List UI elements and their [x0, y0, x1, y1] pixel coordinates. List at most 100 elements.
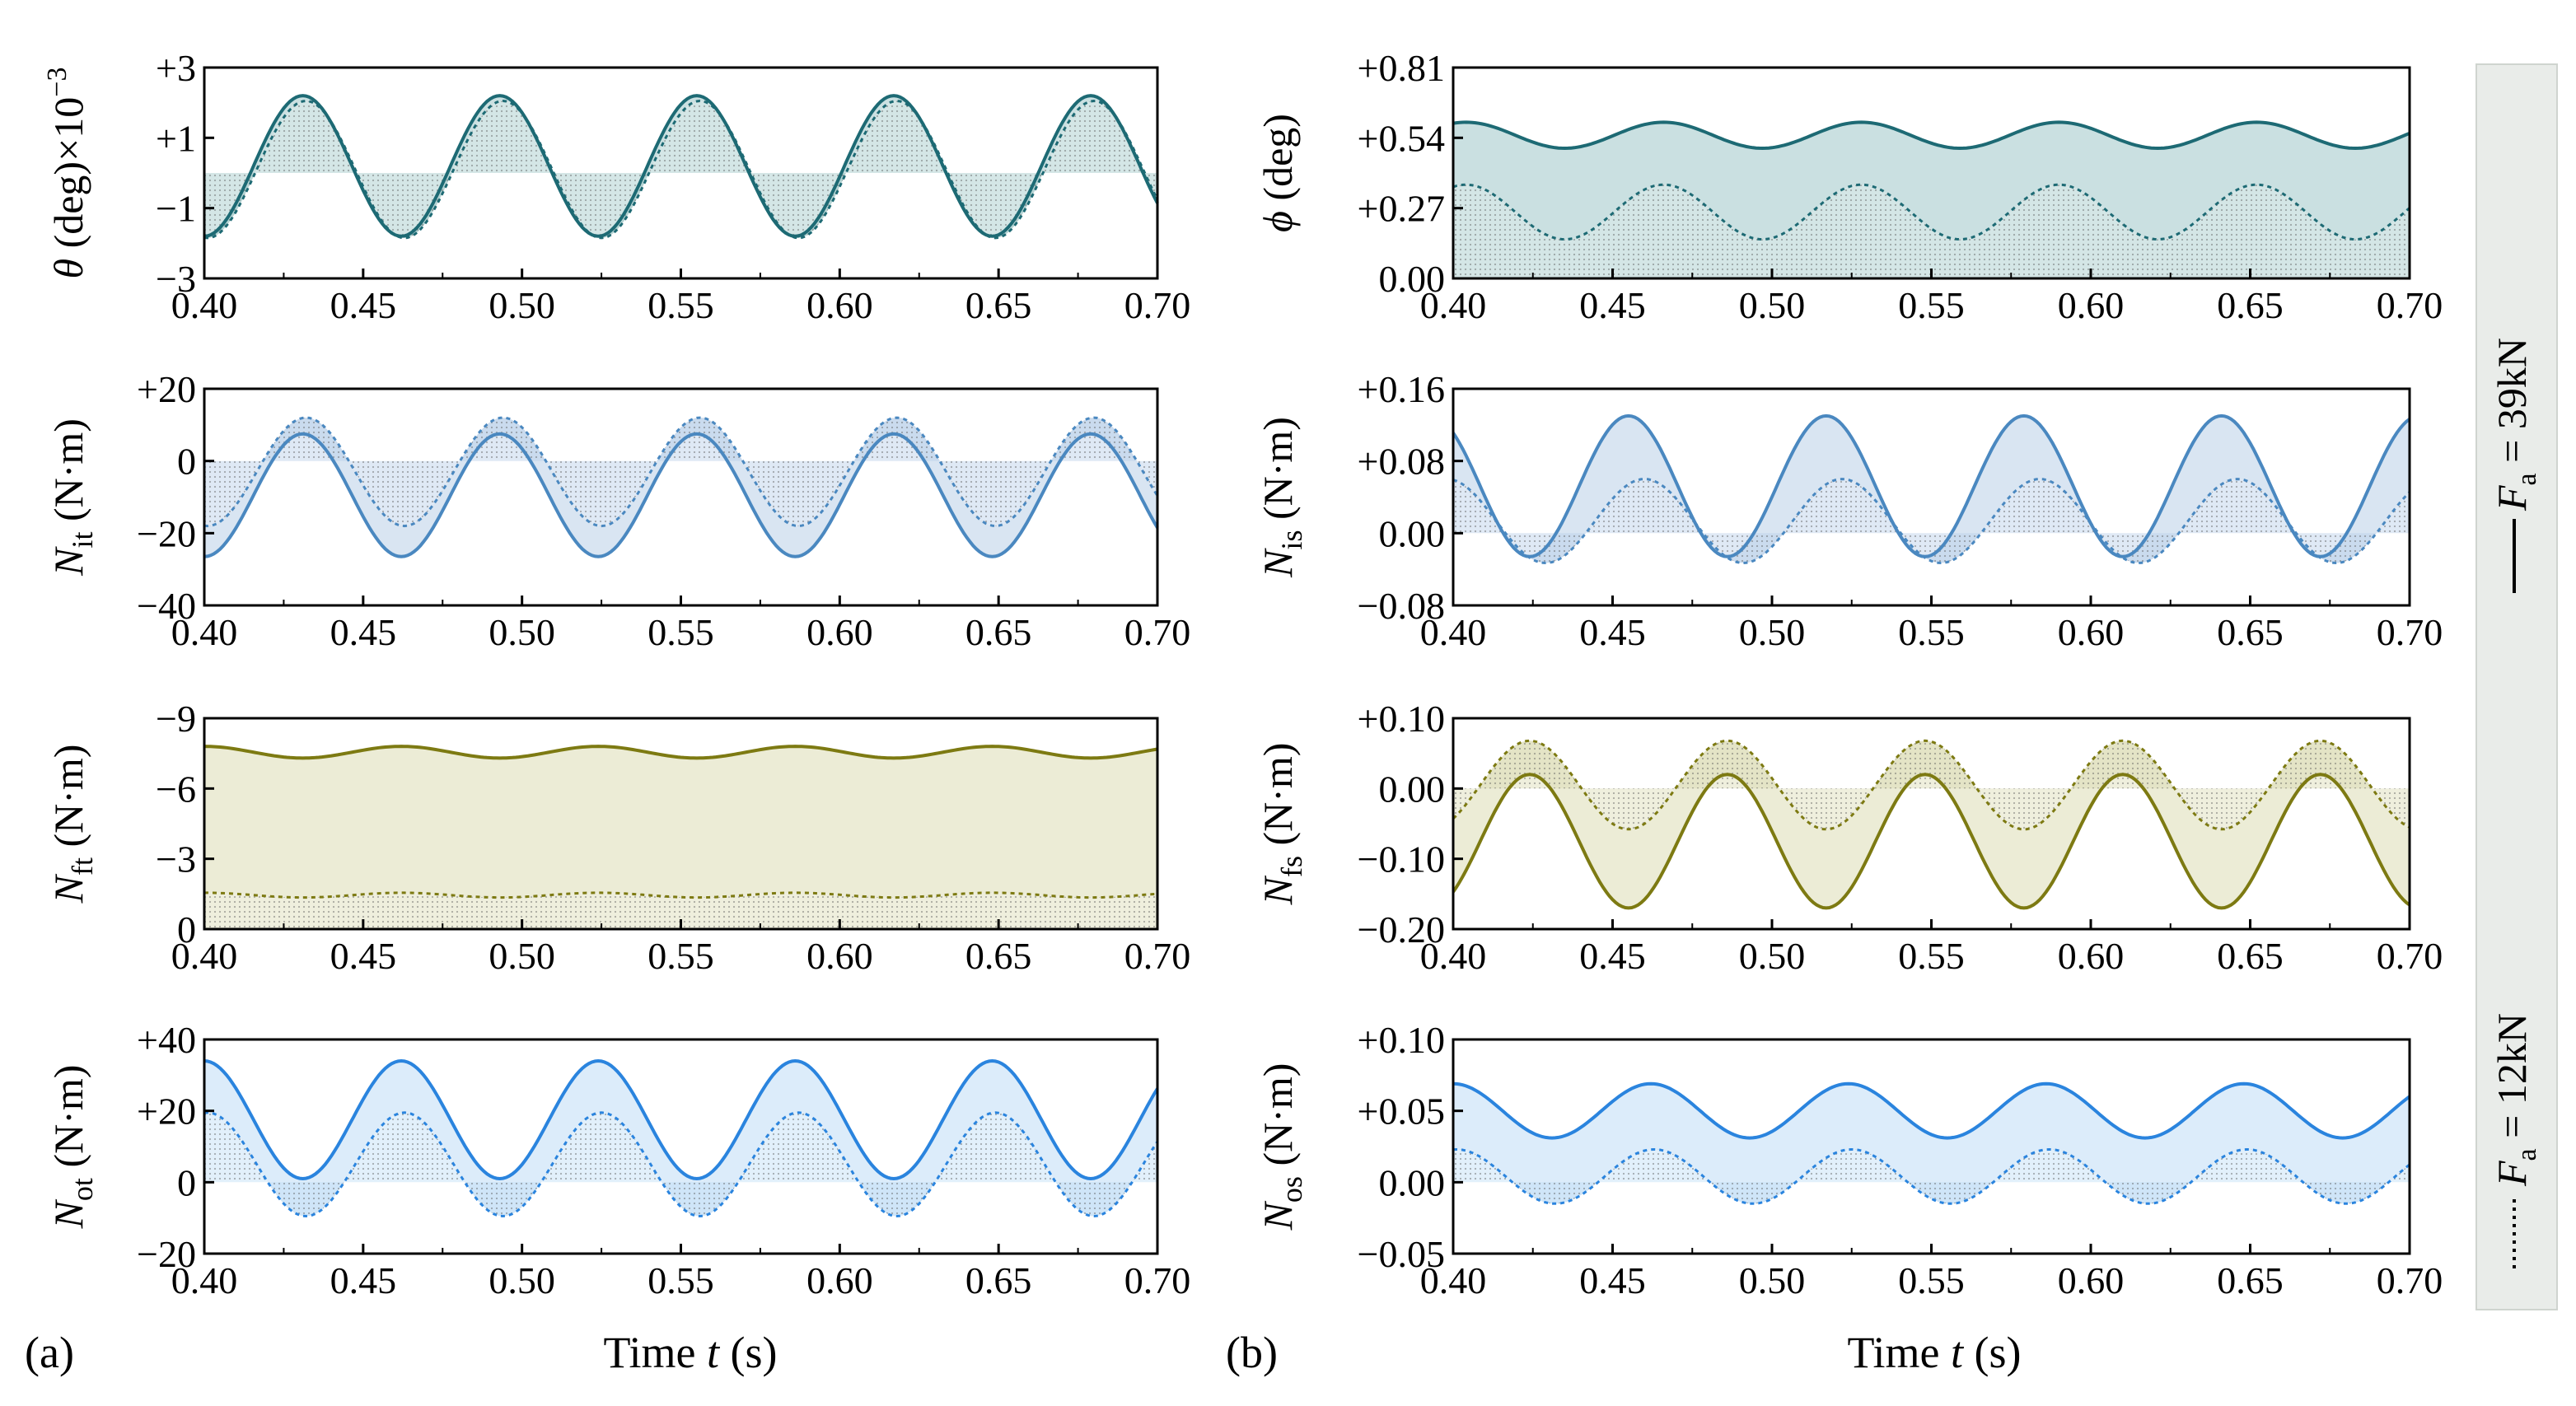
- y-tick-label-Nit: −40: [137, 585, 196, 627]
- series-solid-theta: [203, 94, 1159, 238]
- x-tick-label-Nos: 0.60: [2058, 1259, 2125, 1301]
- x-tick-label-Not: 0.50: [489, 1259, 555, 1301]
- x-tick-label-Nit: 0.55: [648, 611, 714, 653]
- x-tick-label-phi: 0.55: [1898, 284, 1965, 326]
- y-tick-label-phi: +0.81: [1358, 47, 1445, 89]
- x-tick-label-Nis: 0.50: [1739, 611, 1806, 653]
- y-tick-label-Not: 0: [177, 1161, 196, 1203]
- y-axis-label-theta: θ (deg)×10−3: [42, 68, 91, 279]
- y-tick-label-Nos: 0.00: [1379, 1161, 1446, 1203]
- x-axis-title-left: Time t (s): [603, 1328, 777, 1377]
- y-tick-label-Nos: +0.05: [1358, 1091, 1445, 1133]
- x-tick-label-Nft: 0.65: [965, 935, 1032, 977]
- y-tick-label-theta: +1: [156, 117, 196, 159]
- y-tick-label-Nfs: −0.10: [1358, 838, 1445, 881]
- x-tick-label-Nis: 0.45: [1579, 611, 1646, 653]
- band-fill-phi: [1453, 122, 2410, 240]
- series-dotted-Nis: [1452, 478, 2411, 565]
- x-tick-label-Nfs: 0.40: [1420, 935, 1487, 977]
- x-tick-label-Nos: 0.45: [1579, 1259, 1646, 1301]
- x-tick-label-Nos: 0.50: [1739, 1259, 1806, 1301]
- y-tick-label-Not: +20: [137, 1091, 196, 1133]
- series-solid-Nit: [203, 432, 1159, 558]
- x-tick-label-theta: 0.65: [965, 284, 1032, 326]
- chart-Nit: 0.40 0.45 0.50 0.55 0.60 0.65 0.70 +20 0 −20 −40 Ni…: [45, 368, 1190, 653]
- y-tick-label-phi: +0.27: [1358, 188, 1445, 230]
- x-tick-label-theta: 0.50: [489, 284, 555, 326]
- chart-phi: 0.40 0.45 0.50 0.55 0.60 0.65 0.70 +0.81 +0.54 +0…: [1255, 47, 2443, 326]
- y-tick-label-Nfs: −0.20: [1358, 909, 1445, 951]
- y-tick-label-Nft: −3: [156, 838, 196, 881]
- y-axis-label-Nft: Nft (N·m): [45, 745, 99, 904]
- y-tick-label-Nis: +0.08: [1358, 441, 1445, 483]
- x-tick-label-Nft: 0.50: [489, 935, 555, 977]
- x-tick-label-Nis: 0.40: [1420, 611, 1487, 653]
- band-fill-Nis: [1453, 415, 2410, 563]
- y-tick-label-Nfs: 0.00: [1379, 768, 1446, 810]
- y-tick-label-Nft: −6: [156, 768, 196, 810]
- x-tick-label-Nfs: 0.45: [1579, 935, 1646, 977]
- legend-item-12kN: Fa = 12kN: [2489, 1013, 2542, 1268]
- x-tick-label-Nft: 0.55: [648, 935, 714, 977]
- x-tick-label-Nos: 0.55: [1898, 1259, 1965, 1301]
- series-solid-phi: [1452, 120, 2410, 151]
- legend-label-39kN: Fa = 39kN: [2489, 338, 2542, 511]
- x-tick-label-Not: 0.45: [330, 1259, 397, 1301]
- y-tick-label-Nos: +0.10: [1358, 1019, 1445, 1061]
- x-tick-label-phi: 0.60: [2058, 284, 2125, 326]
- base-hatch-theta: [204, 100, 1157, 238]
- x-tick-label-Nft: 0.45: [330, 935, 397, 977]
- x-tick-label-theta: 0.55: [648, 284, 714, 326]
- base-hatch-Nos: [1453, 1149, 2410, 1204]
- panel-label-a: (a): [25, 1328, 74, 1377]
- series-solid-Nos: [1452, 1081, 2411, 1140]
- chart-Nis: 0.40 0.45 0.50 0.55 0.60 0.65 0.70 +0.16 +0.08 0.…: [1255, 368, 2443, 653]
- y-axis-label-Nit: Nit (N·m): [45, 418, 99, 577]
- x-tick-label-Nos: 0.70: [2377, 1259, 2443, 1301]
- series-dotted-Nft: [204, 891, 1158, 899]
- chart-Nft: 0.40 0.45 0.50 0.55 0.60 0.65 0.70 −9 −6 −3 0 Nft (…: [45, 698, 1190, 977]
- x-tick-label-Nit: 0.65: [965, 611, 1032, 653]
- x-axis-title-right: Time t (s): [1847, 1328, 2021, 1377]
- series-solid-Nft: [203, 745, 1158, 760]
- x-tick-label-Nis: 0.70: [2377, 611, 2443, 653]
- x-tick-label-phi: 0.70: [2377, 284, 2443, 326]
- x-tick-label-phi: 0.65: [2217, 284, 2284, 326]
- y-tick-label-Nis: +0.16: [1358, 368, 1445, 410]
- y-axis-label-Nis: Nis (N·m): [1255, 417, 1308, 578]
- x-tick-label-phi: 0.50: [1739, 284, 1806, 326]
- y-tick-label-Not: +40: [137, 1019, 196, 1061]
- legend-box: [2475, 63, 2558, 1310]
- chart-Not: 0.40 0.45 0.50 0.55 0.60 0.65 0.70 +40 +20 0 −20 No…: [45, 1019, 1190, 1301]
- y-tick-label-Nft: −9: [156, 698, 196, 740]
- x-tick-label-Not: 0.55: [648, 1259, 714, 1301]
- y-tick-label-Nos: −0.05: [1358, 1233, 1445, 1275]
- x-tick-label-Nfs: 0.65: [2217, 935, 2284, 977]
- y-tick-label-Nft: 0: [177, 909, 196, 951]
- x-tick-label-Nfs: 0.50: [1739, 935, 1806, 977]
- x-tick-label-phi: 0.40: [1420, 284, 1487, 326]
- y-tick-label-Nis: −0.08: [1358, 585, 1445, 627]
- x-tick-label-Nft: 0.40: [171, 935, 238, 977]
- x-tick-label-phi: 0.45: [1579, 284, 1646, 326]
- x-tick-label-Nit: 0.50: [489, 611, 555, 653]
- x-tick-label-Nis: 0.60: [2058, 611, 2125, 653]
- x-tick-label-Nfs: 0.55: [1898, 935, 1965, 977]
- x-tick-label-Nft: 0.70: [1124, 935, 1191, 977]
- legend-item-39kN: Fa = 39kN: [2489, 338, 2542, 593]
- x-tick-label-Nos: 0.65: [2217, 1259, 2284, 1301]
- base-hatch-Nis: [1453, 479, 2410, 563]
- x-tick-label-Nfs: 0.70: [2377, 935, 2443, 977]
- x-tick-label-Nis: 0.65: [2217, 611, 2284, 653]
- x-tick-label-Nfs: 0.60: [2058, 935, 2125, 977]
- series-solid-Nis: [1452, 413, 2411, 558]
- x-tick-label-Nos: 0.40: [1420, 1259, 1487, 1301]
- x-tick-label-Nft: 0.60: [806, 935, 873, 977]
- band-fill-Not: [204, 1061, 1157, 1217]
- y-tick-label-phi: 0.00: [1379, 258, 1446, 300]
- series-dotted-phi: [1452, 183, 2410, 241]
- y-tick-label-theta: −1: [156, 188, 196, 230]
- x-tick-label-theta: 0.40: [171, 284, 238, 326]
- x-tick-label-Not: 0.40: [171, 1259, 238, 1301]
